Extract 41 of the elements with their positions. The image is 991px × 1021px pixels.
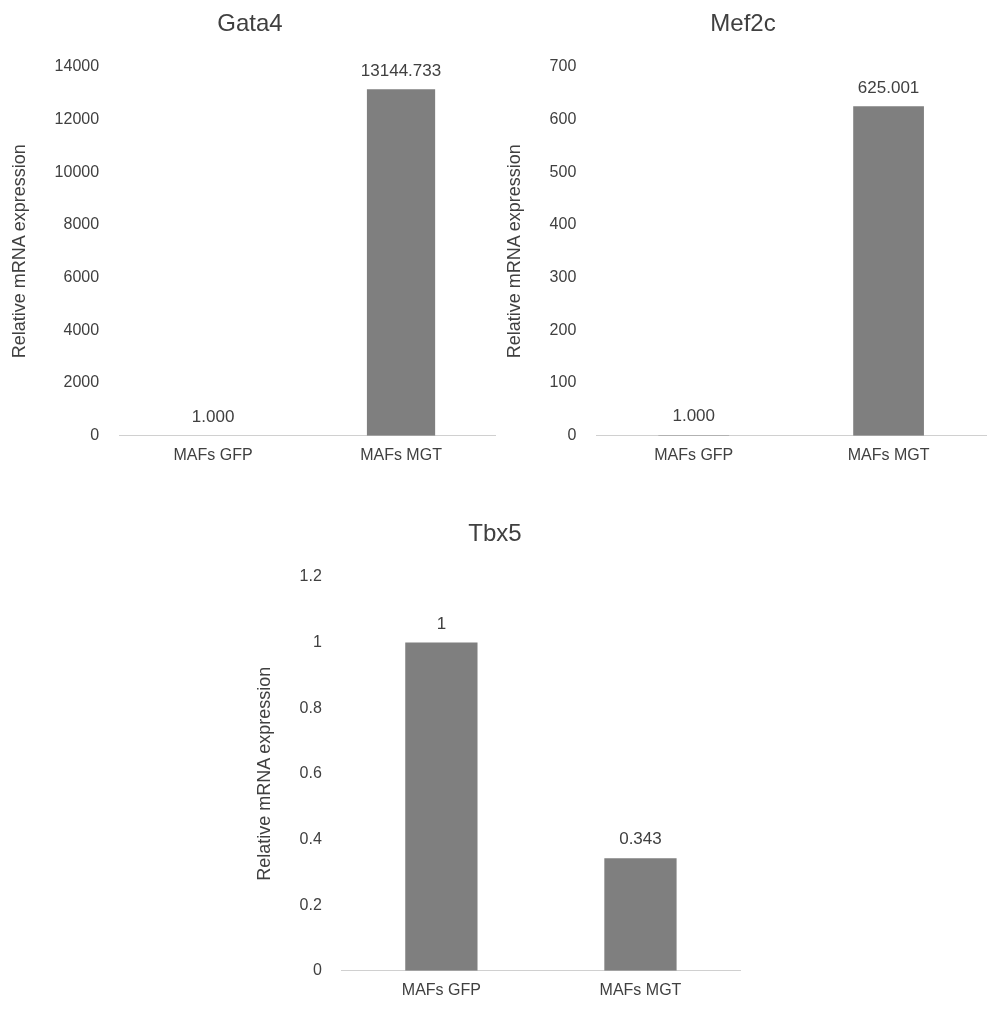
y-tick-label: 200 xyxy=(549,320,577,338)
y-tick-label: 0.6 xyxy=(299,764,322,782)
data-label: 1.000 xyxy=(672,406,715,426)
chart-title: Mef2c xyxy=(710,9,776,37)
y-tick-label: 600 xyxy=(549,109,577,127)
y-tick-label: 1 xyxy=(312,632,322,650)
data-label: 0.343 xyxy=(619,829,662,849)
y-tick-label: 400 xyxy=(549,215,577,233)
y-tick-label: 500 xyxy=(549,162,577,180)
chart-title: Gata4 xyxy=(217,9,283,37)
y-tick-label: 4000 xyxy=(63,320,100,338)
chart-title: Tbx5 xyxy=(468,519,522,547)
x-tick-label: MAFs MGT xyxy=(599,980,682,998)
x-tick-label: MAFs MGT xyxy=(360,445,443,463)
y-tick-label: 700 xyxy=(549,57,577,75)
y-tick-label: 0.4 xyxy=(299,829,322,847)
y-axis-title: Relative mRNA expression xyxy=(503,144,524,359)
y-tick-label: 0 xyxy=(567,426,577,444)
y-tick-label: 10000 xyxy=(54,162,100,180)
y-tick-label: 12000 xyxy=(54,109,100,127)
y-tick-label: 0.2 xyxy=(299,895,322,913)
y-tick-label: 100 xyxy=(549,373,577,391)
data-label: 1 xyxy=(436,613,447,633)
y-tick-label: 2000 xyxy=(63,373,100,391)
x-tick-label: MAFs GFP xyxy=(173,445,253,463)
y-tick-label: 1.2 xyxy=(299,567,322,585)
data-label: 625.001 xyxy=(857,77,920,97)
x-tick-label: MAFs GFP xyxy=(401,980,481,998)
data-label: 1.000 xyxy=(191,406,235,426)
y-tick-label: 0 xyxy=(312,961,322,979)
x-tick-label: MAFs GFP xyxy=(654,445,734,463)
y-tick-label: 300 xyxy=(549,268,577,286)
data-label: 13144.733 xyxy=(360,60,442,80)
y-tick-label: 0.8 xyxy=(299,698,322,716)
y-tick-label: 14000 xyxy=(54,57,100,75)
y-tick-label: 6000 xyxy=(63,268,100,286)
y-axis-title: Relative mRNA expression xyxy=(253,666,274,881)
y-tick-label: 0 xyxy=(90,426,100,444)
y-tick-label: 8000 xyxy=(63,215,100,233)
x-tick-label: MAFs MGT xyxy=(847,445,930,463)
y-axis-title: Relative mRNA expression xyxy=(8,144,29,359)
